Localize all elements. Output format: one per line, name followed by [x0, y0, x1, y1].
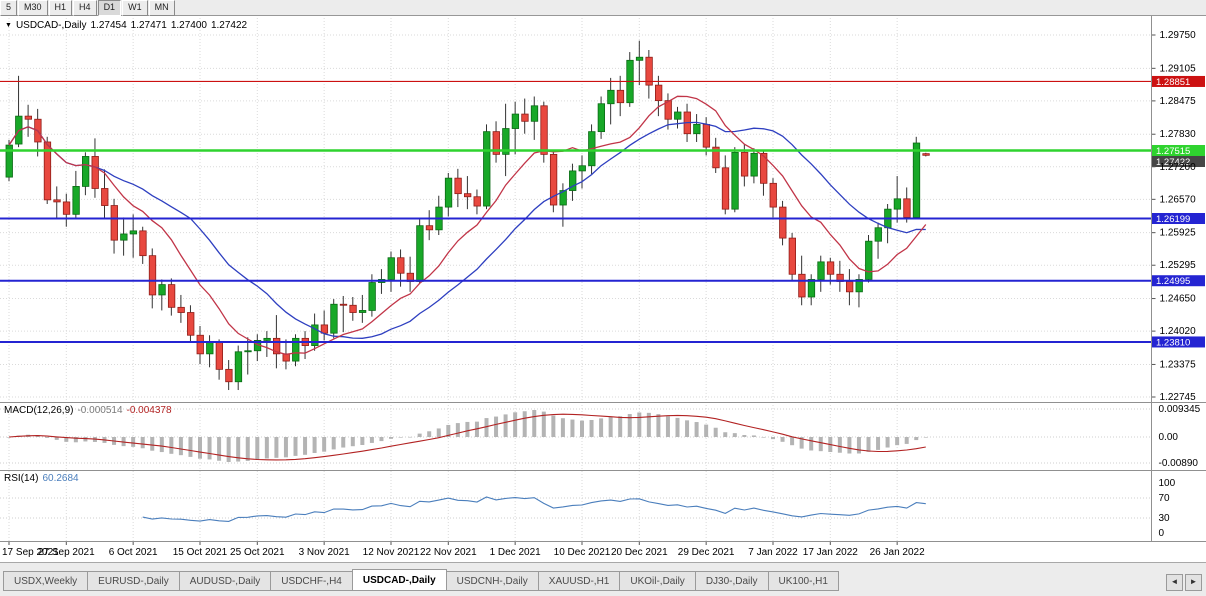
chart-tab-dj30[interactable]: DJ30-,Daily — [694, 571, 769, 591]
macd-main-value: -0.000514 — [77, 405, 123, 416]
macd-pane: 0.009345 0.00 -0.00890 — [0, 404, 1201, 469]
svg-text:1.25925: 1.25925 — [1160, 228, 1197, 239]
timeframe-toolbar: 5 M30 H1 H4 D1 W1 MN — [0, 0, 1206, 16]
svg-text:1.23810: 1.23810 — [1156, 337, 1190, 348]
rsi-name: RSI(14) — [4, 473, 39, 484]
macd-label: MACD(12,26,9) -0.000514 -0.004378 — [4, 405, 172, 416]
timeframe-h4[interactable]: H4 — [73, 0, 97, 16]
tab-scroll-right-icon[interactable]: ► — [1185, 574, 1202, 591]
symbol-dropdown-icon[interactable]: ▼ — [5, 22, 12, 29]
svg-text:25 Oct 2021: 25 Oct 2021 — [230, 547, 285, 558]
svg-text:1.28851: 1.28851 — [1156, 77, 1190, 88]
svg-text:7 Jan 2022: 7 Jan 2022 — [748, 547, 798, 558]
svg-text:1.29105: 1.29105 — [1160, 63, 1197, 74]
horizontal-levels — [0, 80, 1152, 343]
chart-tab-usdchf[interactable]: USDCHF-,H4 — [270, 571, 353, 591]
price-axis[interactable]: 1.29750 1.29105 1.28475 1.27830 1.27200 1.265… — [1151, 30, 1197, 403]
svg-text:1.22745: 1.22745 — [1160, 392, 1197, 403]
rsi-label: RSI(14) 60.2684 — [4, 473, 79, 484]
svg-text:12 Nov 2021: 12 Nov 2021 — [363, 547, 420, 558]
svg-text:0: 0 — [1159, 528, 1165, 539]
svg-text:10 Dec 2021: 10 Dec 2021 — [554, 547, 611, 558]
timeframe-d1[interactable]: D1 — [97, 0, 122, 16]
svg-text:1.29750: 1.29750 — [1160, 30, 1197, 41]
rsi-value: 60.2684 — [42, 473, 79, 484]
chart-tab-xauusd[interactable]: XAUUSD-,H1 — [537, 571, 621, 591]
timeframe-m30[interactable]: M30 — [18, 0, 48, 16]
svg-text:20 Dec 2021: 20 Dec 2021 — [611, 547, 668, 558]
pane-splitters[interactable] — [0, 16, 1206, 542]
ohlc-high: 1.27471 — [130, 20, 167, 31]
svg-text:22 Nov 2021: 22 Nov 2021 — [420, 547, 477, 558]
chart-tab-usdcad[interactable]: USDCAD-,Daily — [351, 569, 447, 591]
svg-text:-0.00890: -0.00890 — [1159, 458, 1199, 469]
timeframe-h1[interactable]: H1 — [48, 0, 73, 16]
svg-text:17 Sep 2021: 17 Sep 2021 — [2, 547, 59, 558]
tab-scroll-controls: ◄ ► — [1166, 574, 1202, 591]
svg-text:1.25295: 1.25295 — [1160, 260, 1197, 271]
svg-text:30: 30 — [1159, 513, 1171, 524]
macd-name: MACD(12,26,9) — [4, 405, 74, 416]
rsi-pane: 100 70 30 0 — [0, 478, 1176, 539]
svg-text:1.24020: 1.24020 — [1160, 326, 1197, 337]
chart-tab-uk100[interactable]: UK100-,H1 — [767, 571, 839, 591]
svg-text:1.24995: 1.24995 — [1156, 276, 1190, 287]
svg-text:17 Jan 2022: 17 Jan 2022 — [803, 547, 858, 558]
chart-tab-eurusd[interactable]: EURUSD-,Daily — [87, 571, 180, 591]
svg-text:100: 100 — [1159, 478, 1176, 489]
ohlc-close: 1.27422 — [210, 20, 248, 31]
chart-tabs: USDX,Weekly EURUSD-,Daily AUDUSD-,Daily USD… — [3, 569, 839, 591]
ohlc-open: 1.27454 — [90, 20, 127, 31]
svg-text:1 Dec 2021: 1 Dec 2021 — [490, 547, 542, 558]
svg-text:1.28475: 1.28475 — [1160, 96, 1197, 107]
svg-text:1.23375: 1.23375 — [1160, 359, 1197, 370]
chart-title: ▼ USDCAD-,Daily 1.27454 1.27471 1.27400 1.274… — [5, 20, 251, 31]
timeframe-mn[interactable]: MN — [148, 0, 175, 16]
svg-text:6 Oct 2021: 6 Oct 2021 — [109, 547, 158, 558]
svg-text:15 Oct 2021: 15 Oct 2021 — [173, 547, 228, 558]
svg-text:1.26199: 1.26199 — [1156, 214, 1190, 225]
svg-text:1.26570: 1.26570 — [1160, 194, 1197, 205]
candlesticks — [5, 40, 930, 391]
svg-text:29 Dec 2021: 29 Dec 2021 — [678, 547, 735, 558]
chart-tab-audusd[interactable]: AUDUSD-,Daily — [178, 571, 272, 591]
svg-text:70: 70 — [1159, 493, 1171, 504]
svg-text:1.27422: 1.27422 — [1156, 157, 1190, 168]
timeframe-w1[interactable]: W1 — [122, 0, 148, 16]
price-chart-canvas[interactable]: 0.009345 0.00 -0.00890 100 70 30 0 1.28851 1.275… — [0, 16, 1206, 562]
svg-text:1.27200: 1.27200 — [1160, 162, 1197, 173]
timeframe-5[interactable]: 5 — [0, 0, 18, 16]
svg-text:1.27830: 1.27830 — [1160, 129, 1197, 140]
svg-text:0.00: 0.00 — [1159, 432, 1179, 443]
chart-tab-ukoil[interactable]: UKOil-,Daily — [619, 571, 696, 591]
svg-text:0.009345: 0.009345 — [1159, 404, 1201, 415]
ohlc-low: 1.27400 — [170, 20, 207, 31]
chart-tab-usdcnh[interactable]: USDCNH-,Daily — [445, 571, 539, 591]
svg-text:1.24650: 1.24650 — [1160, 294, 1197, 305]
chart-tab-bar: USDX,Weekly EURUSD-,Daily AUDUSD-,Daily USD… — [0, 562, 1206, 596]
ma-fast-line — [8, 95, 927, 356]
chart-tab-usdx[interactable]: USDX,Weekly — [3, 571, 89, 591]
price-tags: 1.28851 1.27515 1.26199 1.24995 1.23810 1.274… — [1152, 75, 1205, 348]
chart-symbol: USDCAD-,Daily — [15, 20, 87, 31]
tab-scroll-left-icon[interactable]: ◄ — [1166, 574, 1183, 591]
svg-text:3 Nov 2021: 3 Nov 2021 — [299, 547, 351, 558]
svg-text:26 Jan 2022: 26 Jan 2022 — [870, 547, 925, 558]
moving-averages — [8, 95, 927, 356]
macd-signal-value: -0.004378 — [126, 405, 172, 416]
chart-area: 0.009345 0.00 -0.00890 100 70 30 0 1.28851 1.275… — [0, 16, 1206, 562]
svg-text:27 Sep 2021: 27 Sep 2021 — [38, 547, 95, 558]
svg-text:1.27515: 1.27515 — [1156, 146, 1190, 157]
chart-grid — [0, 18, 1152, 541]
ma-slow-line — [8, 121, 926, 339]
